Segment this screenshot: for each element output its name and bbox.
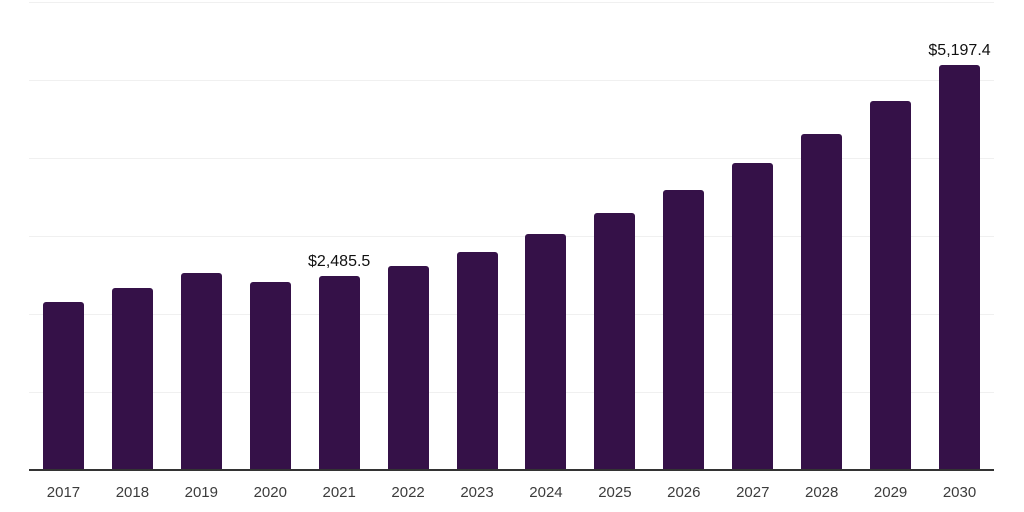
x-tick-label: 2026 [667, 484, 701, 501]
bar-2024 [525, 233, 567, 470]
x-tick-label: 2024 [529, 484, 563, 501]
bar-2020 [249, 282, 291, 470]
x-tick-label: 2023 [460, 484, 494, 501]
gridline [29, 314, 994, 315]
data-label-2021: $2,485.5 [308, 253, 371, 271]
bar-2029 [870, 101, 912, 470]
gridline [29, 80, 994, 81]
x-tick-label: 2019 [184, 484, 218, 501]
x-tick-label: 2028 [804, 484, 839, 501]
x-tick-label: 2027 [736, 484, 770, 501]
bar-2027 [732, 162, 774, 470]
bar-2028 [801, 133, 843, 470]
bar-2030 [939, 64, 981, 470]
gridline [29, 392, 994, 393]
bar-2026 [663, 189, 705, 470]
x-tick-label: 2021 [322, 484, 356, 501]
gridline [29, 2, 994, 3]
bar-2019 [180, 273, 222, 470]
gridline [29, 236, 994, 237]
x-tick-label: 2020 [253, 484, 287, 501]
x-tick-label: 2022 [391, 484, 425, 501]
bar-2022 [387, 265, 429, 470]
bar-2025 [594, 212, 636, 470]
gridline [29, 158, 994, 159]
bar-2017 [42, 301, 84, 470]
x-tick-label: 2029 [873, 484, 908, 501]
x-axis-line [29, 469, 994, 471]
bar-2021 [318, 276, 360, 470]
x-tick-label: 2017 [46, 484, 81, 501]
x-tick-label: 2018 [115, 484, 150, 501]
x-tick-label: 2030 [942, 484, 977, 501]
bar-2023 [456, 251, 498, 470]
data-label-2030: $5,197.4 [928, 41, 991, 59]
bar-2018 [111, 287, 153, 470]
x-tick-label: 2025 [598, 484, 632, 501]
